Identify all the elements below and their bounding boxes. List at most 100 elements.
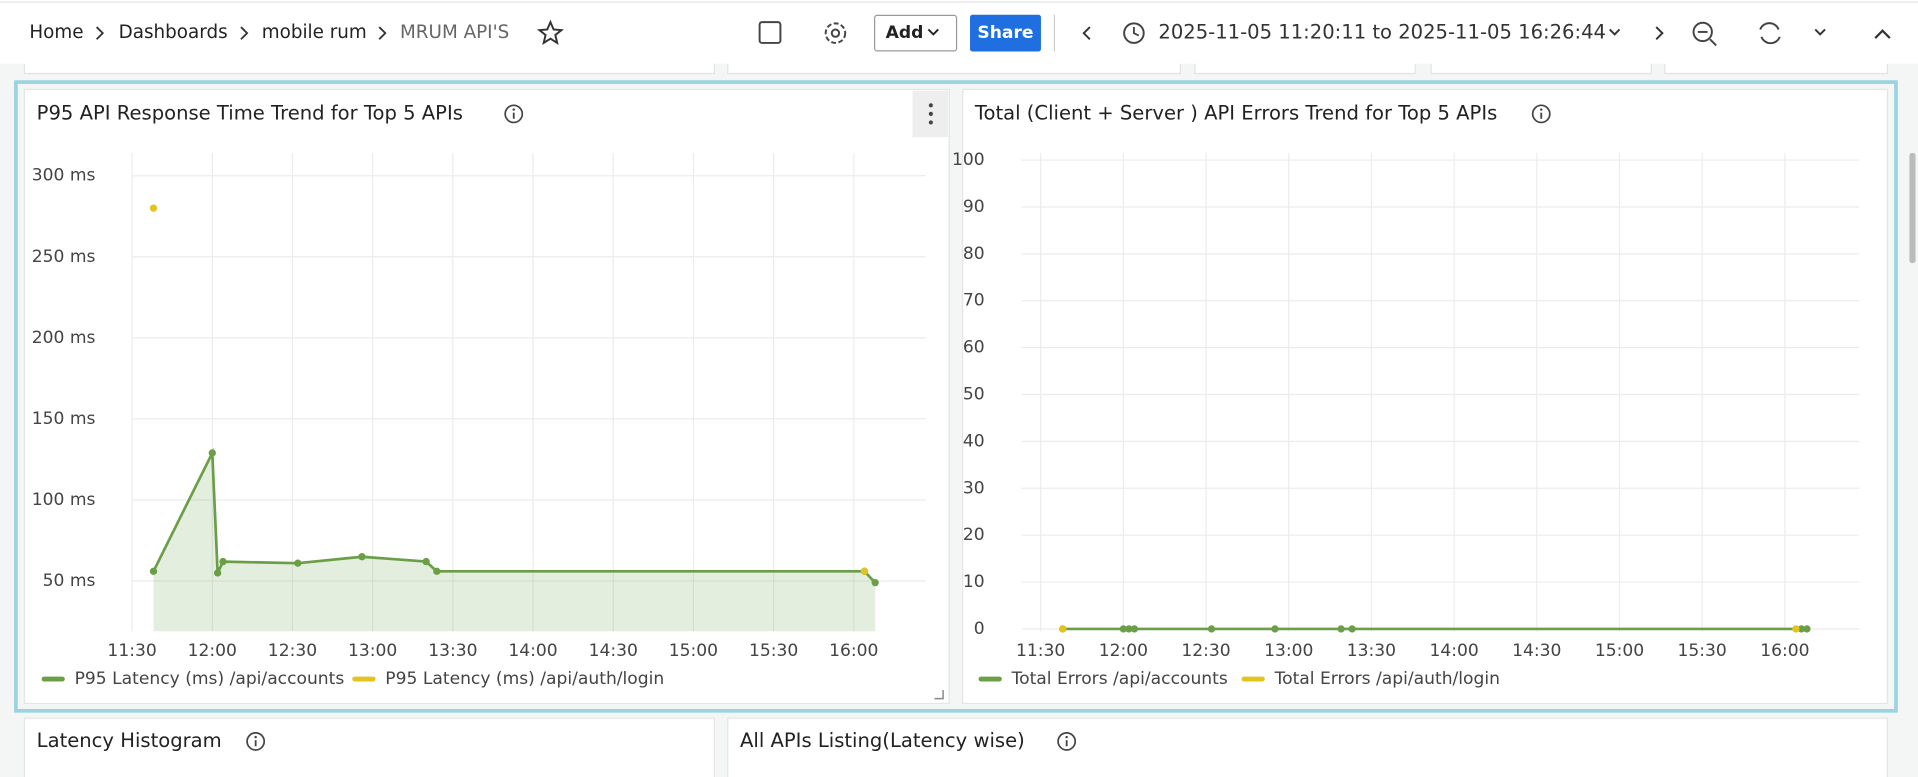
prev-button[interactable] (1082, 26, 1091, 40)
y-tick-label: 90 (963, 197, 985, 217)
data-point (149, 567, 158, 575)
panel (23, 717, 715, 777)
y-tick-label: 30 (963, 478, 985, 498)
x-tick-label: 15:30 (749, 641, 798, 661)
y-tick-label: 50 ms (43, 571, 96, 591)
data-point (1059, 625, 1067, 633)
add-button-label: Add (886, 23, 924, 43)
chart-title: P95 API Response Time Trend for Top 5 AP… (37, 101, 463, 124)
data-point (294, 559, 302, 567)
data-point (149, 204, 158, 212)
x-tick-label: 13:30 (428, 641, 477, 661)
separator (95, 26, 105, 40)
menu-dots (928, 103, 933, 125)
add-button[interactable] (873, 14, 958, 52)
legend-label: Total Errors /api/auth/login (1274, 669, 1500, 689)
y-tick-label: 70 (963, 291, 985, 311)
y-tick-label: 60 (963, 338, 985, 358)
breadcrumb[interactable]: mobile rum (262, 22, 367, 43)
data-point (1797, 625, 1806, 633)
data-point (1130, 625, 1139, 633)
zoom-out-handle (1709, 38, 1717, 47)
x-tick-label: 14:00 (1429, 641, 1478, 661)
x-tick-label: 16:00 (1760, 641, 1809, 661)
header-bar (0, 0, 1918, 64)
y-tick-label: 0 (974, 619, 985, 639)
y-tick-label: 80 (963, 244, 985, 264)
data-point (1348, 625, 1356, 633)
series-area (153, 452, 876, 632)
resize-handle (934, 690, 944, 700)
data-point (1125, 625, 1133, 633)
info-icon-dot (1065, 735, 1068, 739)
info-icon-dot (512, 108, 515, 111)
data-point (860, 567, 869, 575)
data-point (1271, 625, 1279, 633)
star-icon[interactable] (536, 19, 565, 46)
data-point (422, 557, 430, 566)
data-point (1337, 625, 1345, 633)
y-tick-label: 100 ms (32, 490, 96, 510)
clock-icon (1123, 22, 1145, 44)
panel-title: All APIs Listing(Latency wise) (740, 729, 1025, 752)
legend-label: Total Errors /api/accounts (1011, 669, 1228, 689)
info-icon (1531, 104, 1551, 124)
x-tick-label: 15:30 (1678, 641, 1727, 661)
breadcrumb[interactable]: Dashboards (119, 22, 228, 43)
series-line (152, 447, 877, 584)
x-tick-label: 15:00 (669, 641, 718, 661)
info-icon (246, 731, 266, 751)
separator (240, 26, 249, 40)
data-point (358, 553, 366, 561)
y-tick-label: 50 (963, 385, 985, 405)
x-tick-label: 13:00 (348, 641, 397, 661)
data-point (1792, 625, 1800, 633)
scrollbar[interactable] (1909, 153, 1916, 264)
y-tick-label: 100 (952, 150, 985, 170)
panel (23, 88, 950, 705)
panel-title: Latency Histogram (37, 729, 222, 752)
x-tick-label: 11:30 (107, 641, 156, 661)
x-tick-label: 15:00 (1595, 641, 1644, 661)
x-tick-label: 16:00 (829, 641, 878, 661)
x-tick-label: 13:00 (1264, 641, 1313, 661)
refresh-dropdown[interactable] (1814, 28, 1826, 36)
info-icon-dot (254, 735, 257, 739)
refresh-icon[interactable] (1759, 22, 1781, 45)
y-tick-label: 40 (963, 431, 985, 451)
settings-icon[interactable] (824, 22, 847, 44)
panel (727, 717, 1889, 777)
y-tick-label: 300 ms (32, 166, 96, 186)
data-point (219, 557, 227, 566)
legend-label: P95 Latency (ms) /api/auth/login (385, 669, 664, 689)
x-tick-label: 14:30 (1512, 641, 1561, 661)
clock-hand (1133, 27, 1140, 37)
data-point (871, 579, 879, 587)
data-point (208, 449, 216, 457)
time-dropdown[interactable] (1609, 28, 1621, 36)
y-tick-label: 250 ms (32, 247, 96, 267)
zoom-out-icon[interactable] (1692, 21, 1713, 43)
row-highlight (14, 80, 1898, 713)
data-point (1119, 625, 1128, 633)
panel (962, 88, 1889, 705)
breadcrumb[interactable]: Home (29, 22, 83, 43)
save-icon[interactable] (758, 21, 782, 44)
y-tick-label: 150 ms (32, 409, 96, 429)
collapse-button[interactable] (1874, 29, 1891, 39)
x-tick-label: 14:30 (589, 641, 638, 661)
next-button[interactable] (1655, 26, 1664, 40)
data-point (1803, 625, 1811, 633)
info-icon (504, 104, 524, 124)
breadcrumb-current: MRUM API'S (400, 22, 509, 43)
x-tick-label: 13:30 (1347, 641, 1396, 661)
x-tick-label: 11:30 (1016, 641, 1065, 661)
share-button[interactable] (970, 14, 1041, 52)
x-tick-label: 14:00 (508, 641, 557, 661)
chart-title: Total (Client + Server ) API Errors Tren… (974, 101, 1497, 124)
x-tick-label: 12:00 (188, 641, 237, 661)
x-tick-label: 12:00 (1099, 641, 1148, 661)
time-range[interactable]: 2025-11-05 11:20:11 to 2025-11-05 16:26:… (1158, 21, 1606, 44)
legend-label: P95 Latency (ms) /api/accounts (75, 669, 345, 689)
